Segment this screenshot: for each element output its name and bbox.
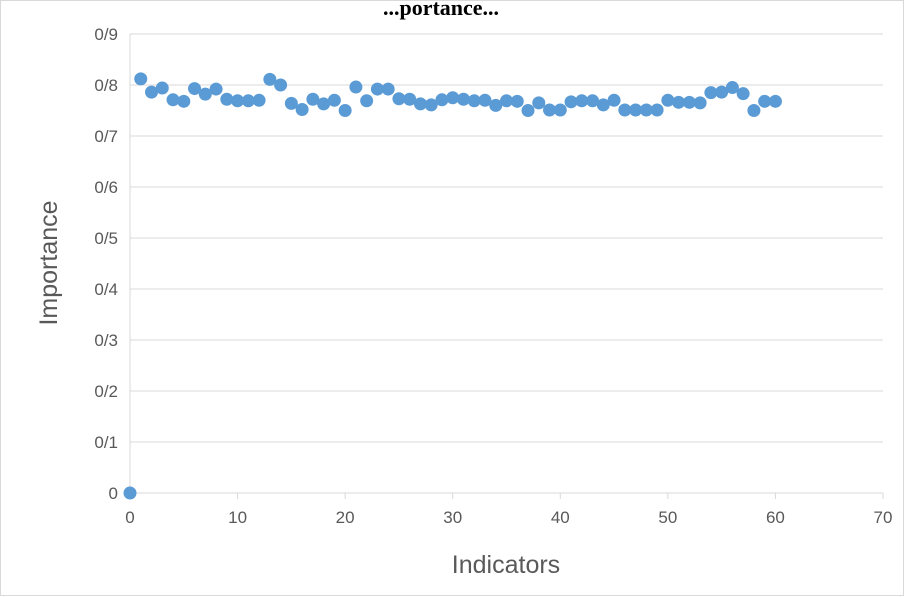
data-point <box>327 93 341 107</box>
y-tick-label: 0/7 <box>94 127 118 146</box>
data-point <box>155 81 169 95</box>
data-point <box>596 98 610 112</box>
x-tick-label: 60 <box>766 508 785 527</box>
data-point <box>413 97 427 111</box>
x-axis-title: Indicators <box>452 551 560 579</box>
data-point <box>532 96 546 110</box>
data-point <box>467 94 481 108</box>
data-point <box>629 103 643 117</box>
data-point <box>123 486 137 500</box>
data-point <box>618 103 632 117</box>
y-tick-label: 0/8 <box>94 76 118 95</box>
data-point <box>564 95 578 109</box>
data-point <box>489 98 503 112</box>
data-point <box>209 82 223 96</box>
data-point <box>360 94 374 108</box>
x-tick-label: 70 <box>874 508 893 527</box>
data-point <box>693 96 707 110</box>
y-tick-label: 0/3 <box>94 331 118 350</box>
data-points <box>123 72 782 500</box>
data-point <box>500 94 513 108</box>
data-point <box>682 95 696 109</box>
data-point <box>220 92 234 106</box>
data-point <box>521 104 535 117</box>
data-point <box>575 94 589 108</box>
data-point <box>586 94 600 108</box>
data-point <box>274 78 288 92</box>
x-tick-label: 10 <box>228 508 247 527</box>
data-point <box>231 94 245 108</box>
gridlines <box>130 33 883 443</box>
chart-title: ...portance... <box>383 1 499 20</box>
data-point <box>661 93 675 107</box>
data-point <box>177 94 191 108</box>
y-tick-label: 0/5 <box>94 229 118 248</box>
data-point <box>758 94 772 108</box>
data-point <box>747 104 761 117</box>
data-point <box>166 93 180 107</box>
y-tick-label: 0/6 <box>94 178 118 197</box>
y-tick-labels: 0 0/1 0/2 0/3 0/4 0/5 0/6 0/7 0/8 0/9 <box>94 25 118 503</box>
data-point <box>198 87 212 101</box>
y-tick-label: 0/9 <box>94 25 118 44</box>
data-point <box>672 95 686 109</box>
data-point <box>403 92 417 106</box>
data-point <box>650 103 664 117</box>
data-point <box>370 82 384 96</box>
x-tick-labels: 0 10 20 30 40 50 60 70 <box>125 508 892 527</box>
data-point <box>435 93 449 107</box>
data-point <box>543 103 557 117</box>
y-axis-title: Importance <box>35 200 63 325</box>
data-point <box>725 81 739 95</box>
x-tick-label: 40 <box>551 508 570 527</box>
data-point <box>446 91 460 105</box>
x-tick-label: 50 <box>658 508 677 527</box>
x-tick-label: 20 <box>336 508 355 527</box>
data-point <box>392 92 406 106</box>
data-point <box>715 85 729 99</box>
data-point <box>145 85 159 99</box>
data-point <box>263 72 277 86</box>
data-point <box>768 94 782 108</box>
y-tick-label: 0/1 <box>94 433 118 452</box>
data-point <box>338 104 352 117</box>
y-tick-label: 0/4 <box>94 280 118 299</box>
data-point <box>607 93 621 107</box>
data-point <box>188 82 202 96</box>
data-point <box>639 103 653 117</box>
data-point <box>306 92 320 106</box>
y-tick-label: 0/2 <box>94 382 118 401</box>
data-point <box>381 82 395 96</box>
data-point <box>252 93 266 107</box>
data-point <box>317 97 331 111</box>
data-point <box>349 80 363 94</box>
data-point <box>478 93 492 107</box>
y-tick-label: 0 <box>109 484 118 503</box>
x-tick-label: 0 <box>125 508 134 527</box>
data-point <box>704 86 718 100</box>
data-point <box>241 94 255 108</box>
data-point <box>510 94 524 108</box>
data-point <box>456 92 470 106</box>
data-point <box>284 96 298 110</box>
x-tick-label: 30 <box>443 508 462 527</box>
data-point <box>134 72 148 86</box>
data-point <box>424 98 438 112</box>
data-point <box>736 87 750 101</box>
data-point <box>553 103 567 117</box>
data-point <box>295 102 309 116</box>
